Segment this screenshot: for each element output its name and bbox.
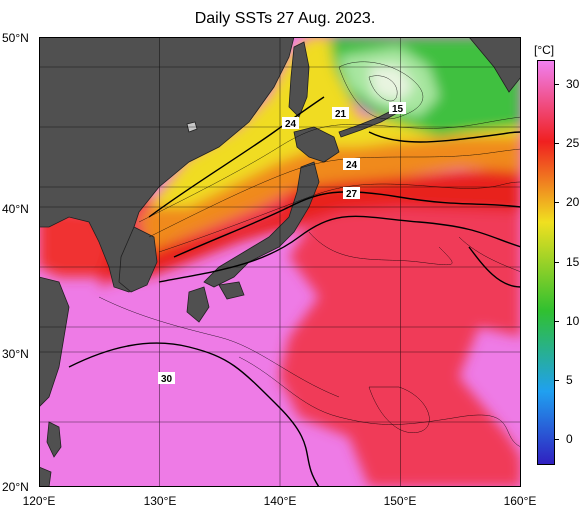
lon-label-160: 160°E	[503, 494, 537, 508]
contour-label-27: 27	[346, 189, 358, 200]
land-masses	[39, 37, 521, 487]
lat-label-30: 30°N	[2, 347, 29, 361]
colorbar-tick-label: 30	[566, 76, 580, 91]
colorbar-tick-mark	[554, 320, 559, 322]
lat-label-20: 20°N	[2, 480, 29, 494]
colorbar-tick-label: 0	[566, 432, 573, 447]
colorbar	[537, 60, 555, 465]
contour-label-30: 30	[161, 374, 173, 385]
colorbar-tick-mark	[554, 202, 559, 204]
lon-label-120: 120°E	[22, 494, 56, 508]
lon-label-150: 150°E	[383, 494, 417, 508]
colorbar-tick-label: 20	[566, 195, 580, 210]
colorbar-tick-mark	[554, 83, 559, 85]
sst-map: 24 21 15 24 27 30	[39, 37, 521, 487]
lat-label-40: 40°N	[2, 202, 29, 216]
colorbar-tick-mark	[554, 142, 559, 144]
map-title: Daily SSTs 27 Aug. 2023.	[194, 10, 376, 27]
lat-label-50: 50°N	[2, 31, 29, 45]
contour-label-21: 21	[335, 109, 347, 120]
lon-label-130: 130°E	[143, 494, 177, 508]
colorbar-tick-mark	[554, 439, 559, 441]
graticule	[39, 37, 521, 487]
contour-label-24-east: 24	[346, 160, 358, 171]
colorbar-tick-mark	[554, 261, 559, 263]
contour-label-24-north: 24	[285, 119, 297, 130]
colorbar-tick-label: 10	[566, 313, 580, 328]
isotherm-lines-thick	[68, 96, 521, 487]
colorbar-tick-label: 5	[566, 373, 573, 388]
colorbar-tick-label: 25	[566, 135, 580, 150]
contour-labels: 24 21 15 24 27 30	[158, 102, 406, 385]
colorbar-tick-label: 15	[566, 254, 580, 269]
lon-label-140: 140°E	[263, 494, 297, 508]
contour-label-15: 15	[392, 104, 404, 115]
colorbar-unit: [°C]	[534, 43, 555, 57]
colorbar-tick-mark	[554, 380, 559, 382]
